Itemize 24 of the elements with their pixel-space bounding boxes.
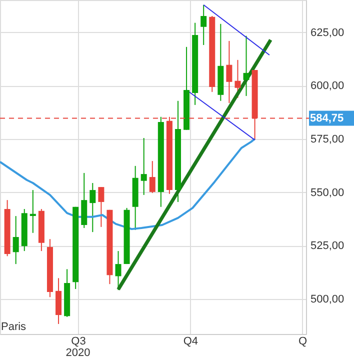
y-tick-label: 625,00 [310, 26, 344, 39]
candlestick [226, 40, 232, 104]
line-series [0, 138, 256, 230]
ref-line-label: 584,75 [310, 112, 344, 124]
candlestick [243, 35, 250, 96]
y-tick-label: 525,00 [310, 240, 344, 252]
text: 2020 [66, 347, 90, 359]
y-tick-label: 550,00 [310, 186, 344, 199]
candlestick [234, 59, 241, 98]
x-tick-label: Q3 [71, 336, 86, 348]
candlestick [12, 216, 19, 265]
candlestick [98, 186, 104, 228]
y-tick-label: 500,00 [310, 294, 344, 306]
annotation: Paris [1, 321, 27, 333]
candlestick [200, 4, 207, 46]
candlestick [115, 250, 122, 291]
candlestick [149, 160, 156, 194]
y-tick-label: 600,00 [310, 80, 344, 92]
x-tick-label: Q [298, 336, 308, 348]
candlestick [90, 182, 96, 233]
x-tick-label: Q4 [183, 336, 198, 348]
y-tick-label: 575,00 [310, 134, 344, 146]
candlestick [140, 137, 147, 196]
candlestick [30, 190, 36, 234]
